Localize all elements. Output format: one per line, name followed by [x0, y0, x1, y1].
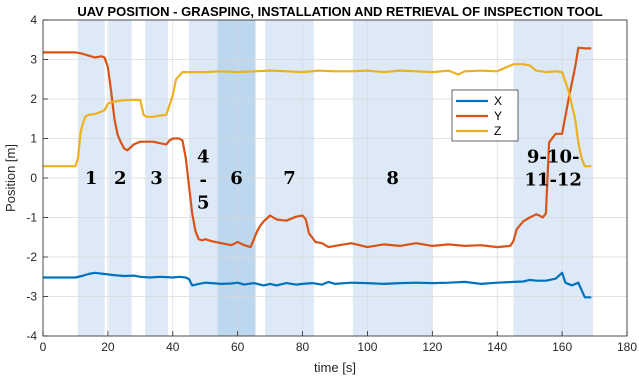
- y-tick-label: 4: [30, 13, 37, 27]
- x-tick-label: 40: [166, 340, 180, 354]
- legend-label-x: X: [494, 94, 502, 108]
- chart-title: UAV POSITION - GRASPING, INSTALLATION AN…: [77, 4, 602, 19]
- x-tick-label: 100: [357, 340, 377, 354]
- x-tick-label: 140: [487, 340, 507, 354]
- x-tick-label: 120: [422, 340, 442, 354]
- phase-label-2: 2: [114, 168, 127, 189]
- phase-label-1: 1: [85, 168, 98, 189]
- x-tick-label: 20: [101, 340, 115, 354]
- series-line-y: [43, 46, 592, 249]
- phase-label-6: 7: [283, 168, 296, 189]
- x-tick-label: 160: [552, 340, 572, 354]
- series-line-z: [43, 63, 592, 168]
- y-tick-label: -1: [26, 211, 37, 225]
- y-tick-label: 3: [30, 53, 37, 67]
- y-tick-label: -3: [26, 290, 37, 304]
- phase-label-3: 3: [150, 168, 163, 189]
- x-tick-label: 0: [40, 340, 47, 354]
- phase-label-5: 6: [230, 168, 243, 189]
- x-tick-label: 180: [617, 340, 637, 354]
- phase-label-4: 4 -5: [197, 146, 210, 213]
- y-tick-label: 1: [30, 132, 37, 146]
- y-tick-label: 2: [30, 92, 37, 106]
- y-axis-label: Position [m]: [3, 144, 18, 212]
- legend-label-z: Z: [494, 124, 501, 138]
- legend: XYZ: [451, 89, 519, 142]
- y-tick-label: -2: [26, 250, 37, 264]
- x-tick-label: 60: [231, 340, 245, 354]
- y-tick-label: -4: [26, 329, 37, 343]
- x-axis-label: time [s]: [314, 360, 356, 375]
- phase-labels: 1 2 3 4 -5 6 7 8 9-10-11-12: [85, 146, 582, 213]
- x-tick-label: 80: [296, 340, 310, 354]
- legend-label-y: Y: [494, 109, 502, 123]
- y-tick-label: 0: [30, 171, 37, 185]
- series-lines: [43, 46, 592, 299]
- series-line-x: [43, 271, 592, 299]
- phase-label-7: 8: [386, 168, 399, 189]
- phase-label-8: 9-10-11-12: [524, 146, 582, 190]
